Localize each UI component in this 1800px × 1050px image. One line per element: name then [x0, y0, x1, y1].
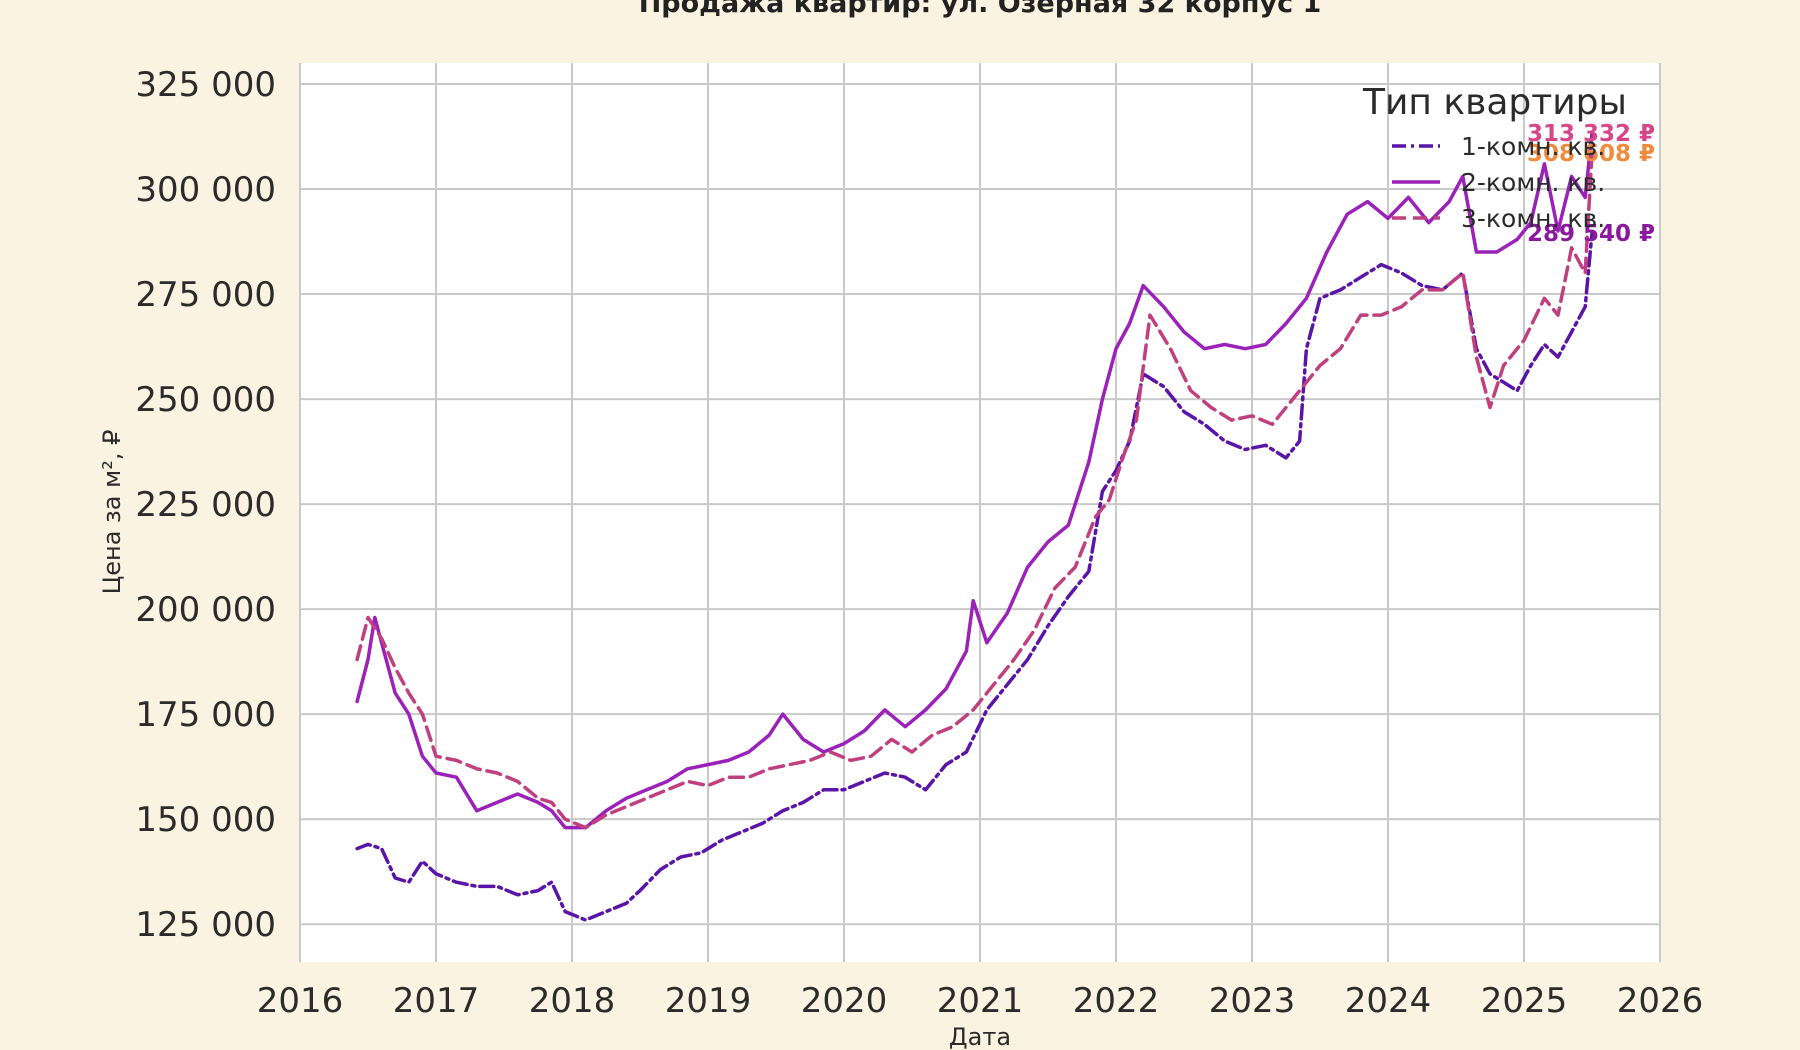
x-tick-label: 2019 [665, 981, 752, 1021]
x-axis-ticks: 2016 2017 2018 2019 2020 2021 2022 2023 2024 2025… [257, 981, 1704, 1021]
end-value-label: 308 608 ₽ [1527, 141, 1655, 167]
x-tick-label: 2026 [1617, 981, 1704, 1021]
legend-label-1-room: 1-комн. кв. [1461, 132, 1605, 161]
grid [299, 63, 1661, 962]
y-tick-label: 175 000 [135, 695, 276, 735]
series-line-2-room [355, 131, 1594, 830]
legend-label-3-room: 3-комн. кв. [1461, 204, 1605, 233]
x-tick-label: 2023 [1209, 981, 1296, 1021]
x-tick-label: 2024 [1345, 981, 1432, 1021]
legend-title: Тип квартиры [1362, 82, 1627, 123]
x-tick-label: 2025 [1481, 981, 1568, 1021]
series-line-3-room [355, 151, 1594, 830]
y-tick-label: 125 000 [135, 905, 276, 945]
legend: Тип квартиры 1-комн. кв. 2-комн. кв. 3-к… [1362, 82, 1627, 233]
y-axis-ticks: 125 000 150 000 175 000 200 000 225 000 250 0… [135, 65, 276, 945]
x-tick-label: 2017 [393, 981, 480, 1021]
x-tick-label: 2020 [801, 981, 888, 1021]
y-tick-label: 250 000 [135, 380, 276, 420]
x-tick-label: 2018 [529, 981, 616, 1021]
end-value-label: 289 540 ₽ [1527, 221, 1655, 247]
y-tick-label: 325 000 [135, 65, 276, 105]
y-tick-label: 275 000 [135, 275, 276, 315]
series-lines [355, 131, 1594, 922]
y-tick-label: 300 000 [135, 170, 276, 210]
y-axis-label: Цена за м², ₽ [98, 430, 126, 595]
chart-title: Продажа квартир: ул. Озерная 32 корпус 1 [639, 0, 1322, 19]
x-tick-label: 2021 [937, 981, 1024, 1021]
end-value-label: 313 332 ₽ [1527, 121, 1655, 147]
end-value-labels: 313 332 ₽308 608 ₽ 289 540 ₽ [1527, 121, 1655, 247]
legend-label-2-room: 2-комн. кв. [1461, 168, 1605, 197]
x-axis-label: Дата [949, 1023, 1011, 1050]
x-tick-label: 2016 [257, 981, 344, 1021]
y-tick-label: 150 000 [135, 800, 276, 840]
y-tick-label: 200 000 [135, 590, 276, 630]
x-tick-label: 2022 [1073, 981, 1160, 1021]
series-line-1-room [355, 231, 1594, 922]
y-tick-label: 225 000 [135, 485, 276, 525]
